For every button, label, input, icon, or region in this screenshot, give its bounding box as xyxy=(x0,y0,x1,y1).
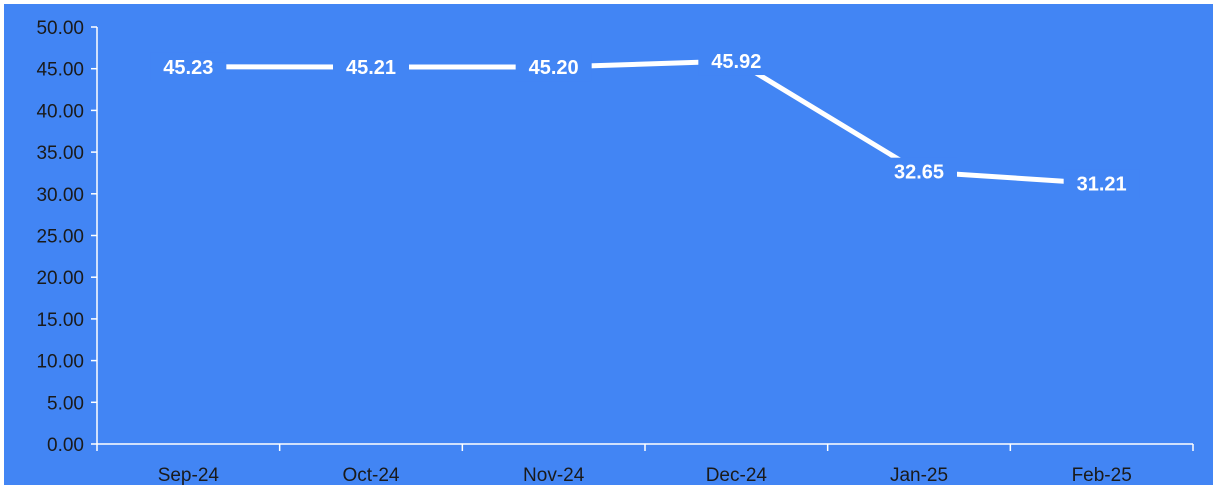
plot-background xyxy=(4,4,1213,485)
data-label-background xyxy=(698,47,775,76)
x-tick-label: Jan-25 xyxy=(890,465,948,486)
x-tick-label: Sep-24 xyxy=(158,465,220,486)
data-label: 32.65 xyxy=(894,162,944,184)
y-tick-label: 35.00 xyxy=(36,143,84,164)
data-label-background xyxy=(881,157,957,186)
y-tick-label: 50.00 xyxy=(36,18,84,39)
y-tick-label: 15.00 xyxy=(36,310,84,331)
data-label-background xyxy=(150,52,227,81)
y-tick-label: 5.00 xyxy=(47,393,84,414)
data-label: 31.21 xyxy=(1077,174,1127,196)
data-label: 45.23 xyxy=(163,57,213,79)
data-label-background xyxy=(1063,169,1140,198)
data-label-background xyxy=(515,53,592,82)
x-tick-label: Dec-24 xyxy=(706,465,768,486)
x-tick-label: Nov-24 xyxy=(523,465,585,486)
data-label: 45.20 xyxy=(529,57,579,79)
data-label-background xyxy=(333,52,409,81)
x-tick-label: Feb-25 xyxy=(1072,465,1132,486)
y-tick-label: 25.00 xyxy=(36,227,84,248)
y-tick-label: 0.00 xyxy=(47,435,84,456)
data-label: 45.92 xyxy=(711,51,761,73)
data-labels: 45.23 45.21 45.20 45.92 32.65 31.21 xyxy=(150,47,1140,198)
x-axis-ticks: Sep-24 Oct-24 Nov-24 Dec-24 Jan-25 Feb-25 xyxy=(96,444,1194,486)
drop-lines xyxy=(187,61,1103,444)
x-tick-label: Oct-24 xyxy=(342,465,399,486)
y-axis-ticks: 0.00 5.00 10.00 15.00 20.00 25.00 30.00 35.00 40… xyxy=(36,18,97,456)
y-tick-label: 10.00 xyxy=(36,352,84,373)
y-tick-label: 45.00 xyxy=(36,60,84,81)
data-label: 45.21 xyxy=(346,57,396,79)
y-tick-label: 40.00 xyxy=(36,101,84,122)
y-tick-label: 20.00 xyxy=(36,268,84,289)
y-tick-label: 30.00 xyxy=(36,185,84,206)
